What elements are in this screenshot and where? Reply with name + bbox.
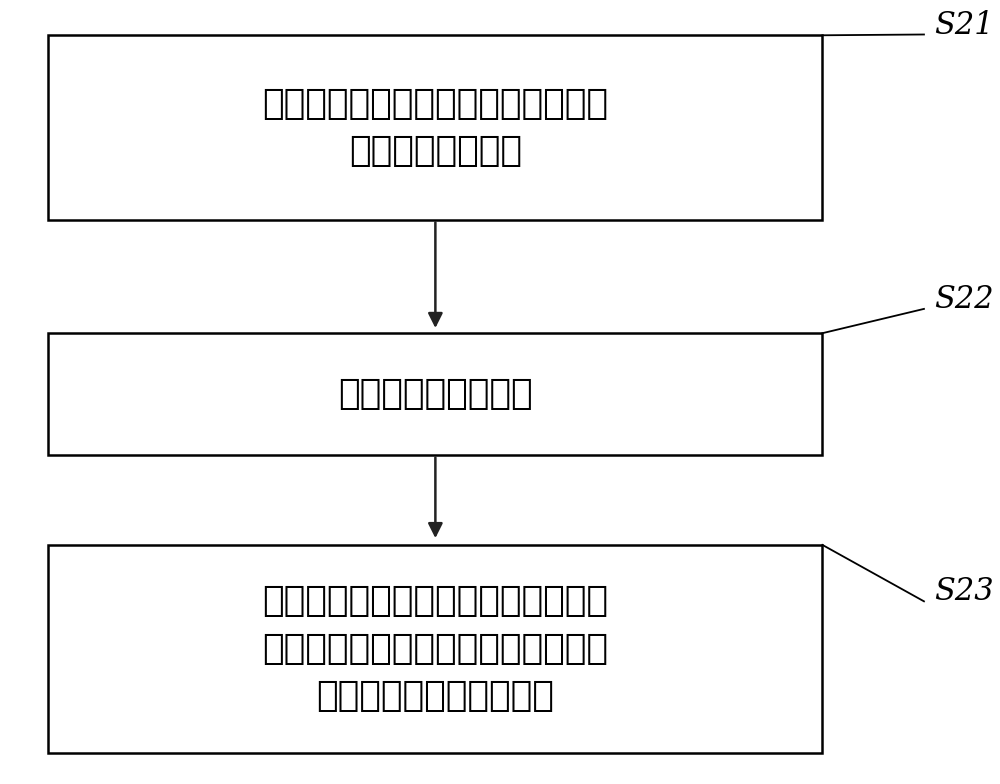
Bar bbox=[48, 545, 822, 753]
Bar bbox=[48, 35, 822, 220]
Text: S23: S23 bbox=[934, 576, 993, 608]
Text: 定义并建立关联函数: 定义并建立关联函数 bbox=[338, 377, 533, 411]
Text: 计算待评对象物元特征与各评判等级
标准云间的关联度，根据最大隶属度
原则评定综合关联度等级: 计算待评对象物元特征与各评判等级 标准云间的关联度，根据最大隶属度 原则评定综合… bbox=[262, 584, 608, 713]
Text: S22: S22 bbox=[934, 284, 993, 315]
Bar bbox=[48, 333, 822, 455]
Text: S21: S21 bbox=[934, 9, 993, 41]
Text: 确定洪水相关各指标在各洪水风险等
级下的标准云物元: 确定洪水相关各指标在各洪水风险等 级下的标准云物元 bbox=[262, 87, 608, 168]
